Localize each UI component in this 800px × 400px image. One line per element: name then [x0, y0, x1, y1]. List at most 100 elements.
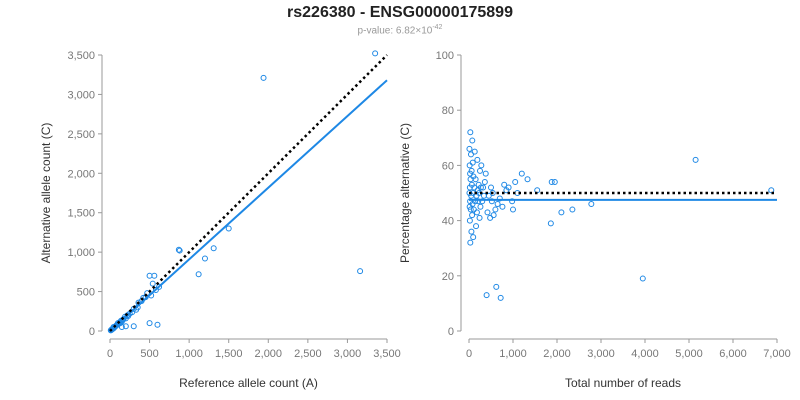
left-y-tick-label: 2,500: [67, 129, 95, 141]
p-value-exponent: -42: [432, 24, 443, 31]
right-data-point: [481, 178, 488, 185]
right-data-point: [467, 151, 474, 158]
right-data-point: [473, 223, 480, 230]
right-x-tick-label: 4,000: [631, 348, 659, 360]
right-data-point: [478, 162, 485, 169]
right-data-point: [471, 148, 478, 155]
right-data-point: [466, 184, 473, 191]
left-data-point: [149, 280, 156, 287]
right-y-tick-label: 20: [442, 271, 454, 283]
left-data-point: [175, 246, 182, 253]
left-data-point: [372, 50, 379, 57]
right-data-point: [480, 184, 487, 191]
right-data-point: [473, 209, 480, 216]
right-data-point: [487, 214, 494, 221]
left-data-point: [154, 321, 161, 328]
right-x-axis-label: Total number of reads: [565, 376, 681, 390]
left-x-axis-label: Reference allele count (A): [179, 376, 318, 390]
right-data-point: [768, 187, 775, 194]
right-data-point: [488, 198, 495, 205]
chart-subtitle: p-value: 6.82×10-42: [0, 24, 800, 36]
right-data-point: [477, 167, 483, 174]
left-data-point: [195, 271, 202, 278]
right-data-point: [470, 234, 477, 241]
right-x-tick-label: 7,000: [763, 348, 791, 360]
right-data-point: [466, 203, 473, 210]
right-data-point: [466, 162, 473, 169]
right-data-point: [477, 203, 484, 210]
right-data-point: [692, 156, 699, 163]
right-data-point: [475, 198, 482, 205]
right-data-point: [467, 239, 474, 246]
right-data-point: [482, 170, 489, 177]
left-x-tick-label: 0: [107, 348, 113, 360]
left-x-tick-label: 1,000: [175, 348, 203, 360]
left-data-point: [122, 323, 129, 330]
left-data-point: [201, 255, 208, 262]
right-y-tick-label: 0: [448, 326, 454, 338]
left-y-tick-label: 500: [77, 287, 95, 299]
left-y-tick-label: 0: [89, 326, 95, 338]
right-data-point: [467, 129, 474, 136]
right-data-point: [501, 181, 508, 188]
left-y-tick-label: 2,000: [67, 168, 95, 180]
left-y-tick-label: 1,000: [67, 247, 95, 259]
right-y-tick-label: 100: [436, 50, 454, 62]
left-data-point: [357, 268, 364, 275]
right-data-point: [510, 206, 516, 213]
left-x-tick-label: 2,500: [294, 348, 322, 360]
right-x-tick-label: 1,000: [499, 348, 527, 360]
right-x-tick-label: 2,000: [543, 348, 571, 360]
right-data-point: [588, 201, 595, 208]
right-data-point: [469, 137, 476, 144]
right-x-tick-label: 3,000: [587, 348, 615, 360]
left-y-axis-label: Alternative allele count (C): [39, 123, 53, 264]
right-data-point: [503, 187, 510, 194]
right-y-axis-label: Percentage alternative (C): [398, 123, 412, 263]
right-y-tick-label: 60: [442, 160, 454, 172]
left-data-point: [146, 320, 153, 327]
right-data-point: [483, 292, 490, 299]
right-data-point: [496, 195, 503, 202]
right-data-point: [479, 198, 486, 205]
left-data-point: [225, 225, 232, 232]
right-data-point: [469, 212, 476, 219]
left-data-point: [151, 272, 158, 279]
left-x-tick-label: 3,500: [373, 348, 401, 360]
right-data-point: [489, 190, 496, 196]
right-data-point: [512, 178, 519, 185]
left-data-point: [152, 286, 159, 293]
left-y-tick-label: 3,500: [67, 50, 95, 62]
left-data-point: [156, 283, 163, 290]
right-data-point: [475, 181, 482, 188]
left-data-point: [210, 245, 217, 252]
left-data-point: [260, 74, 267, 81]
left-y-tick-label: 1,500: [67, 208, 95, 220]
right-y-tick-label: 40: [442, 216, 454, 228]
right-data-point: [492, 206, 499, 213]
left-reference-line: [109, 54, 388, 332]
left-data-point: [130, 323, 137, 330]
left-x-tick-label: 500: [140, 348, 158, 360]
right-data-point: [468, 228, 475, 235]
right-data-point: [518, 170, 525, 177]
right-data-point: [551, 178, 558, 185]
left-x-tick-label: 3,000: [334, 348, 362, 360]
right-data-point: [470, 206, 477, 213]
right-data-point: [466, 217, 473, 224]
left-fit-line: [109, 79, 388, 332]
left-data-point: [176, 247, 183, 254]
right-data-point: [467, 198, 474, 205]
right-data-point: [493, 283, 500, 290]
right-data-point: [558, 209, 565, 216]
right-data-point: [524, 176, 531, 183]
right-x-tick-label: 6,000: [719, 348, 747, 360]
right-data-point: [497, 294, 504, 301]
right-data-point: [484, 209, 491, 216]
right-data-point: [469, 159, 476, 166]
right-data-point: [509, 198, 516, 205]
right-data-point: [494, 201, 501, 208]
right-data-point: [466, 145, 473, 152]
right-data-point: [467, 170, 474, 177]
right-data-point: [548, 178, 555, 185]
